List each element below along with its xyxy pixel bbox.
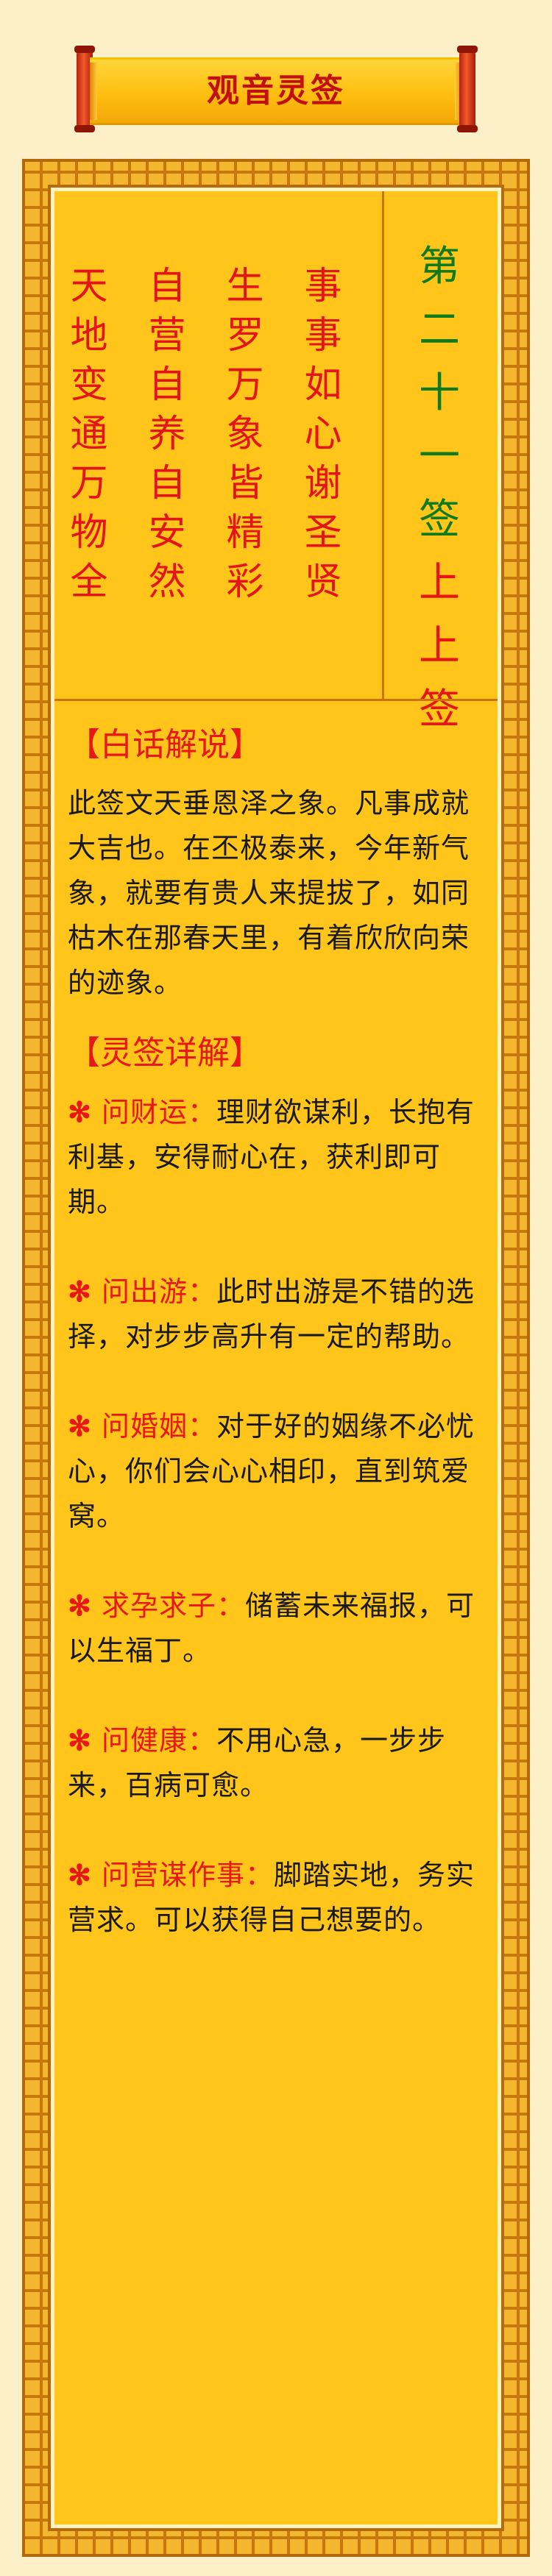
detail-label: 问婚姻：	[101, 1410, 216, 1442]
detail-item-wealth: ✻ 问财运：理财欲谋利，长抱有利基，安得耐心在，获利即可期。	[68, 1089, 487, 1225]
detail-label: 问财运：	[101, 1096, 216, 1128]
rank-char: 签	[419, 496, 460, 544]
ornamental-frame: 天 地 变 通 万 物 全 自 营 自 养 自 安 然	[22, 159, 530, 2557]
verse-char: 万	[226, 363, 264, 407]
verse-column-3: 生 罗 万 象 皆 精 彩	[221, 262, 269, 607]
lot-rank: 第 二 十 一 签 上 上 签	[384, 191, 495, 733]
verse-char: 心	[304, 413, 342, 456]
verse-char: 物	[70, 511, 108, 555]
verse-char: 天	[70, 265, 108, 308]
verse-char: 营	[148, 314, 186, 357]
detail-text: 不用心急，一步步来，百病可愈。	[68, 1724, 446, 1801]
detail-text: 对于好的姻缘不必忧心，你们会心心相印，直到筑爱窝。	[68, 1410, 475, 1532]
rank-char: 第	[419, 243, 460, 291]
detail-item-business: ✻ 问营谋作事：脚踏实地，务实营求。可以获得自己想要的。	[68, 1852, 487, 1943]
detail-label: 问营谋作事：	[101, 1859, 274, 1891]
verse-char: 安	[148, 511, 186, 555]
verse-char: 变	[70, 363, 108, 407]
verse-char: 贤	[304, 561, 342, 604]
verse-column-2: 自 营 自 养 自 安 然	[143, 262, 191, 607]
scroll-rod-left	[74, 46, 95, 132]
content-panel: 天 地 变 通 万 物 全 自 营 自 养 自 安 然	[54, 191, 498, 2525]
rank-char: 一	[419, 433, 460, 480]
detail-label: 求孕求子：	[101, 1590, 245, 1622]
verse-block: 天 地 变 通 万 物 全 自 营 自 养 自 安 然	[54, 191, 384, 699]
verse-char: 圣	[304, 511, 342, 555]
verse-char: 自	[148, 363, 186, 407]
verse-char: 自	[148, 462, 186, 505]
detail-label: 问健康：	[101, 1724, 216, 1757]
verse-char: 彩	[226, 561, 264, 604]
detail-label: 问出游：	[101, 1275, 216, 1308]
rank-char: 上	[419, 559, 460, 607]
detail-item-travel: ✻ 问出游：此时出游是不错的选择，对步步高升有一定的帮助。	[68, 1269, 487, 1359]
rank-char: 上	[419, 622, 460, 670]
title-scroll: 观音灵签	[74, 46, 478, 132]
verse-char: 象	[226, 413, 264, 456]
detail-text: 储蓄未来福报，可以生福丁。	[68, 1590, 475, 1667]
verse-char: 养	[148, 413, 186, 456]
detail-item-health: ✻ 问健康：不用心急，一步步来，百病可愈。	[68, 1718, 487, 1808]
verse-char: 地	[70, 314, 108, 357]
detail-text: 此时出游是不错的选择，对步步高升有一定的帮助。	[68, 1275, 475, 1353]
verse-char: 精	[226, 511, 264, 555]
verse-char: 事	[304, 265, 342, 308]
scroll-paper: 观音灵签	[90, 57, 462, 125]
verse-column-1: 天 地 变 通 万 物 全	[65, 262, 113, 607]
verse-char: 通	[70, 413, 108, 456]
verse-char: 事	[304, 314, 342, 357]
explanation-text: 此签文天垂恩泽之象。凡事成就大吉也。在丕极泰来，今年新气象，就要有贵人来提拔了，…	[68, 787, 470, 999]
verse-char: 罗	[226, 314, 264, 357]
explanation-heading: 【白话解说】	[68, 726, 262, 764]
rank-char: 十	[419, 369, 460, 417]
detail-text: 脚踏实地，务实营求。可以获得自己想要的。	[68, 1859, 475, 1936]
scroll-rod-right	[457, 46, 478, 132]
verse-char: 然	[148, 561, 186, 604]
verse-char: 自	[148, 265, 186, 308]
rank-char: 二	[419, 306, 460, 354]
verse-char: 如	[304, 363, 342, 407]
details-heading: 【灵签详解】	[68, 1034, 262, 1072]
detail-text: 理财欲谋利，长抱有利基，安得耐心在，获利即可期。	[68, 1096, 475, 1218]
flower-icon: ✻	[68, 1275, 92, 1308]
flower-icon: ✻	[68, 1858, 92, 1891]
page-title: 观音灵签	[207, 72, 345, 110]
explanation-body: 【白话解说】 此签文天垂恩泽之象。凡事成就大吉也。在丕极泰来，今年新气象，就要有…	[68, 712, 487, 1987]
detail-item-children: ✻ 求孕求子：储蓄未来福报，可以生福丁。	[68, 1583, 487, 1673]
section-divider	[54, 699, 498, 701]
detail-item-marriage: ✻ 问婚姻：对于好的姻缘不必忧心，你们会心心相印，直到筑爱窝。	[68, 1403, 487, 1539]
verse-char: 全	[70, 561, 108, 604]
rank-char: 签	[419, 686, 460, 733]
flower-icon: ✻	[68, 1409, 92, 1442]
flower-icon: ✻	[68, 1723, 92, 1757]
verse-char: 万	[70, 462, 108, 505]
flower-icon: ✻	[68, 1589, 92, 1622]
verse-char: 皆	[226, 462, 264, 505]
verse-char: 谢	[304, 462, 342, 505]
verse-column-4: 事 事 如 心 谢 圣 贤	[299, 262, 347, 607]
verse-char: 生	[226, 265, 264, 308]
flower-icon: ✻	[68, 1095, 92, 1128]
